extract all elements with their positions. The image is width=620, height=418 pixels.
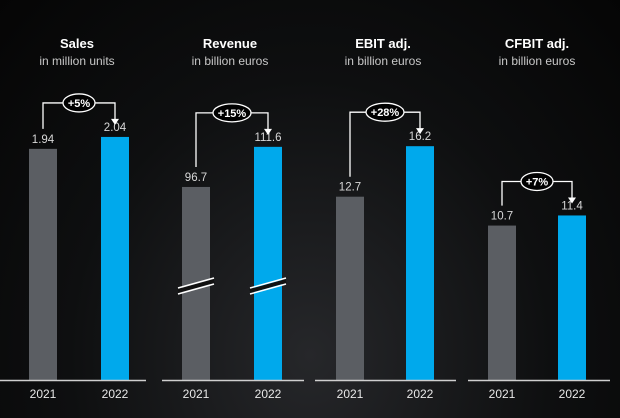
chart-subtitle: in billion euros [192, 54, 269, 68]
x-tick-label: 2022 [102, 387, 129, 401]
x-tick-label: 2022 [255, 387, 282, 401]
axis-break-gap [249, 279, 287, 293]
change-percent: +28% [371, 107, 400, 119]
chart-panel-1: Sales in million units 1.94 2021 2.04 2022 +5% [0, 36, 146, 401]
chart-panel-4: CFBIT adj. in billion euros 10.7 2021 11.4 20… [468, 36, 610, 401]
chart-panel-2: Revenue in billion euros 96.7 2021 111.6 2022… [162, 36, 304, 401]
chart-title: CFBIT adj. [505, 36, 569, 51]
x-tick-label: 2021 [489, 387, 516, 401]
change-percent: +15% [218, 108, 247, 120]
chart-subtitle: in billion euros [345, 54, 422, 68]
chart-subtitle: in billion euros [499, 54, 576, 68]
x-tick-label: 2021 [30, 387, 57, 401]
x-tick-label: 2021 [337, 387, 364, 401]
data-label: 10.7 [491, 211, 513, 223]
data-label: 111.6 [254, 132, 281, 144]
x-tick-label: 2022 [559, 387, 586, 401]
axis-break-mark [177, 277, 215, 295]
change-percent: +7% [526, 176, 549, 188]
chart-title: Revenue [203, 36, 257, 51]
arrow-down-icon [111, 118, 119, 125]
chart-panel-3: EBIT adj. in billion euros 12.7 2021 16.2 202… [315, 36, 456, 401]
bar-2022 [101, 136, 129, 380]
chart-title: EBIT adj. [355, 36, 411, 51]
data-label: 11.4 [561, 200, 583, 212]
bar-2022 [406, 146, 434, 380]
arrow-down-icon [568, 197, 576, 204]
data-label: 12.7 [339, 182, 361, 194]
bar-2021 [488, 225, 516, 380]
change-badge [212, 103, 252, 123]
data-label: 1.94 [32, 134, 55, 146]
axis-break-gap [177, 279, 215, 293]
chart-title: Sales [60, 36, 94, 51]
bar-2021 [29, 148, 57, 380]
change-badge [62, 93, 96, 113]
arrow-down-icon [264, 128, 272, 135]
arrow-down-icon [416, 128, 424, 135]
change-badge [520, 171, 554, 192]
bar-2021 [336, 196, 364, 380]
change-percent: +5% [68, 98, 91, 110]
x-tick-label: 2021 [183, 387, 210, 401]
bar-2022 [254, 146, 282, 380]
bar-2022 [558, 215, 586, 380]
data-label: 16.2 [409, 131, 431, 143]
change-badge [365, 102, 405, 122]
chart-subtitle: in million units [39, 54, 114, 68]
data-label: 2.04 [104, 122, 127, 134]
x-tick-label: 2022 [407, 387, 434, 401]
axis-break-mark [249, 277, 287, 295]
data-label: 96.7 [185, 172, 207, 184]
